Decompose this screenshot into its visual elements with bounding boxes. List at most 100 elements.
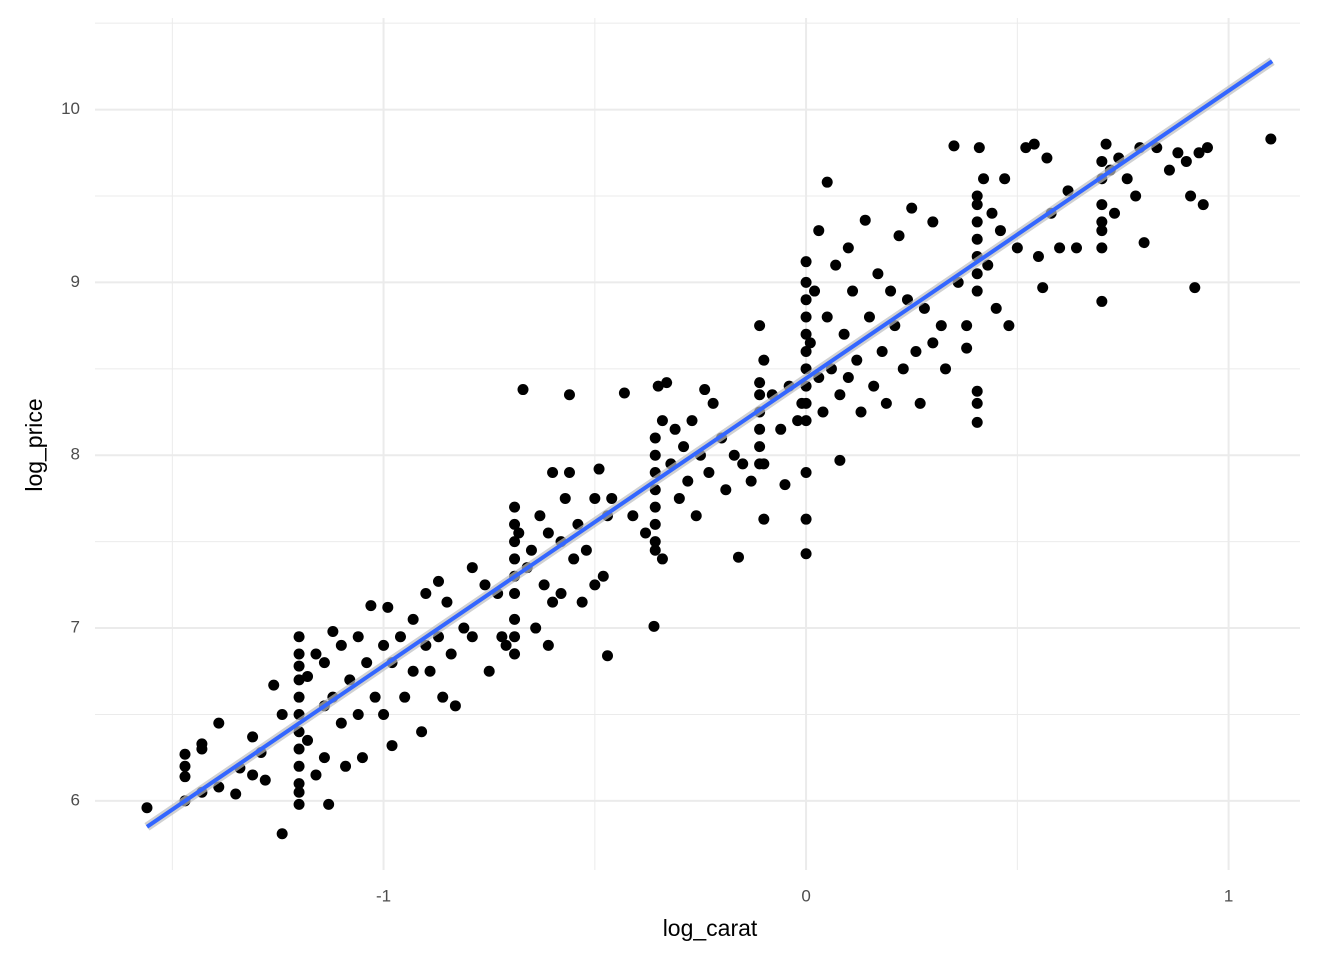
point	[876, 346, 888, 358]
point	[276, 828, 288, 840]
point	[1011, 242, 1023, 254]
point	[542, 527, 554, 539]
point	[1037, 282, 1049, 294]
point	[318, 752, 330, 764]
point	[648, 620, 660, 632]
point	[940, 363, 952, 375]
point	[407, 665, 419, 677]
point	[649, 544, 661, 556]
point	[656, 553, 668, 565]
point	[179, 771, 191, 783]
point	[323, 798, 335, 810]
point	[830, 259, 842, 271]
y-tick-label: 6	[71, 790, 80, 809]
point	[247, 769, 259, 781]
point	[593, 463, 605, 475]
point	[737, 458, 749, 470]
point	[416, 726, 428, 738]
point	[745, 475, 757, 487]
point	[1265, 133, 1277, 145]
point	[649, 518, 661, 530]
point	[971, 199, 983, 211]
point	[509, 631, 521, 643]
point	[563, 467, 575, 479]
point	[935, 320, 947, 332]
point	[310, 769, 322, 781]
point	[834, 389, 846, 401]
point	[971, 216, 983, 228]
point	[1020, 142, 1032, 154]
point	[707, 397, 719, 409]
point	[754, 320, 766, 332]
point	[918, 302, 930, 314]
point	[652, 380, 664, 392]
point	[758, 354, 770, 366]
point	[893, 230, 905, 242]
point	[656, 415, 668, 427]
point	[602, 650, 614, 662]
x-tick-label: 1	[1224, 886, 1233, 905]
point	[1096, 155, 1108, 167]
point	[732, 551, 744, 563]
point	[547, 467, 559, 479]
point	[863, 311, 875, 323]
point	[1096, 295, 1108, 307]
x-axis-title: log_carat	[663, 915, 758, 941]
point	[302, 670, 314, 682]
point	[310, 648, 322, 660]
point	[1163, 164, 1175, 176]
point	[678, 441, 690, 453]
point	[230, 788, 242, 800]
point	[754, 423, 766, 435]
point	[897, 363, 909, 375]
point	[1197, 199, 1209, 211]
point	[213, 717, 225, 729]
point	[686, 415, 698, 427]
point	[378, 708, 390, 720]
point	[293, 660, 305, 672]
point	[868, 380, 880, 392]
point	[673, 492, 685, 504]
point	[703, 467, 715, 479]
point	[986, 207, 998, 219]
point	[597, 570, 609, 582]
point	[293, 743, 305, 755]
point	[378, 639, 390, 651]
point	[433, 575, 445, 587]
point	[649, 536, 661, 548]
point	[407, 613, 419, 625]
point	[555, 587, 567, 599]
point	[547, 596, 559, 608]
point	[971, 416, 983, 428]
point	[386, 740, 398, 752]
point	[1130, 190, 1142, 202]
point	[971, 385, 983, 397]
point	[568, 553, 580, 565]
y-tick-label: 8	[71, 445, 80, 464]
point	[618, 387, 630, 399]
point	[1041, 152, 1053, 164]
point	[1096, 242, 1108, 254]
point	[971, 285, 983, 297]
point	[682, 475, 694, 487]
point	[961, 342, 973, 354]
point	[509, 587, 521, 599]
point	[441, 596, 453, 608]
point	[914, 397, 926, 409]
point	[842, 242, 854, 254]
point	[990, 302, 1002, 314]
point	[369, 691, 381, 703]
point	[817, 406, 829, 418]
point	[971, 233, 983, 245]
point	[649, 501, 661, 513]
point	[513, 527, 525, 539]
point	[910, 346, 922, 358]
point	[1189, 282, 1201, 294]
point	[534, 510, 546, 522]
point	[971, 397, 983, 409]
point	[800, 467, 812, 479]
point	[728, 449, 740, 461]
point	[509, 613, 521, 625]
point	[640, 527, 652, 539]
